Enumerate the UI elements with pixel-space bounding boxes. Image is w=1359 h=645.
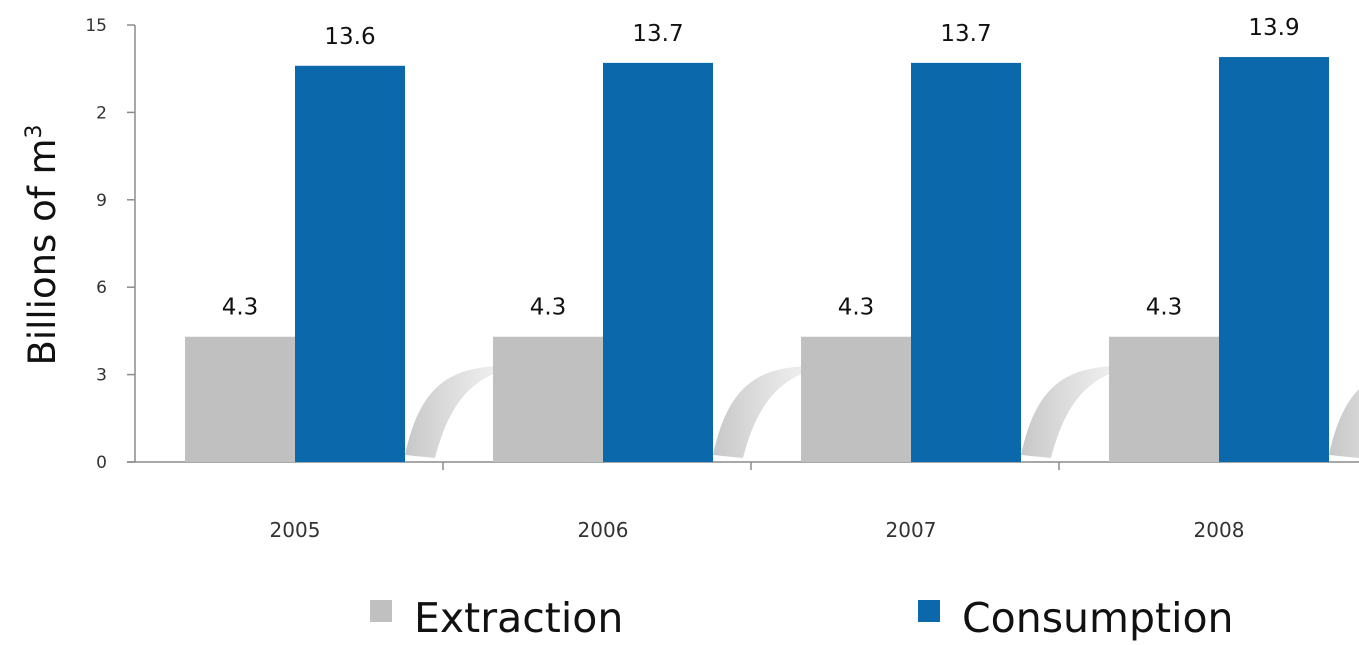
y-tick-label: 9 [96, 191, 107, 211]
y-tick-label: 15 [85, 16, 107, 36]
legend: Extraction Consumption [370, 594, 1234, 642]
consumption-bar [1219, 57, 1329, 463]
y-tick-label: 3 [96, 366, 107, 386]
bar-value-label: 13.9 [1248, 15, 1299, 41]
extraction-bar [1109, 336, 1219, 462]
extraction-bar [493, 336, 603, 462]
consumption-bar [295, 65, 405, 462]
legend-swatch [918, 600, 940, 622]
bar-value-label: 4.3 [1146, 295, 1183, 321]
legend-swatch [370, 600, 392, 622]
legend-label: Extraction [414, 594, 623, 641]
decorative-swoosh [405, 366, 525, 458]
x-tick-label: 2008 [1194, 518, 1245, 542]
y-axis-title-superscript: 3 [22, 124, 47, 138]
bar-value-label: 4.3 [838, 295, 875, 321]
y-axis-title-text: Billions of m [21, 138, 64, 365]
decorative-swoosh [1329, 389, 1359, 458]
consumption-bar [911, 62, 1021, 463]
decorative-shadow-layer [405, 366, 1359, 458]
consumption-bar [603, 62, 713, 463]
legend-label: Consumption [962, 594, 1234, 641]
bar-value-label: 13.7 [632, 21, 683, 47]
decorative-swoosh [1021, 366, 1141, 458]
x-tick-label: 2007 [886, 518, 937, 542]
bar-value-label: 4.3 [530, 295, 567, 321]
y-axis-title: Billions of m3 [21, 124, 64, 365]
extraction-bar [801, 336, 911, 462]
bar-value-label: 13.7 [940, 21, 991, 47]
bar-value-label: 4.3 [222, 295, 259, 321]
bar-value-label: 13.6 [324, 24, 375, 50]
extraction-bar [185, 336, 295, 462]
y-tick-label: 0 [96, 453, 107, 473]
decorative-swoosh [713, 366, 833, 458]
bars [185, 57, 1329, 463]
x-tick-label: 2006 [578, 518, 629, 542]
y-tick-label: 6 [96, 278, 107, 298]
data-labels: 4.3 4.3 4.3 4.3 13.6 13.7 13.7 13.9 [222, 15, 1300, 321]
x-tick-label: 2005 [270, 518, 321, 542]
y-tick-label: 2 [96, 103, 107, 123]
